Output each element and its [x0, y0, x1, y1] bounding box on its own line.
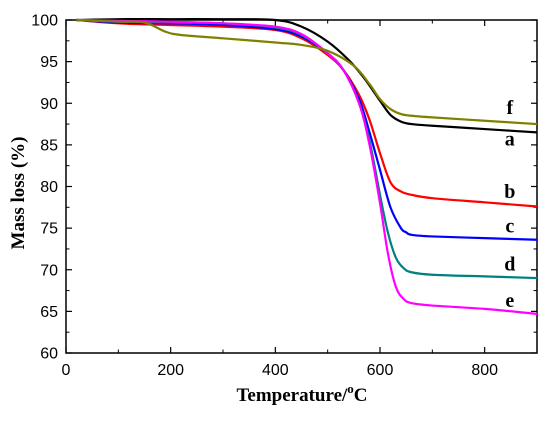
x-axis-title-text: Temperature/ — [236, 385, 348, 406]
x-tick-label: 0 — [62, 362, 71, 379]
series-label-c: c — [505, 215, 514, 237]
y-tick-label: 60 — [40, 346, 58, 363]
series-label-e: e — [505, 290, 514, 312]
y-axis-title: Mass loss (%) — [8, 137, 29, 250]
x-axis-title-unit-sup: o — [347, 381, 354, 396]
y-tick-label: 85 — [40, 137, 58, 154]
series-label-b: b — [504, 181, 515, 203]
y-tick-label: 70 — [40, 262, 58, 279]
y-tick-label: 95 — [40, 54, 58, 71]
y-tick-label: 75 — [40, 221, 58, 238]
x-axis-title: Temperature/oC — [236, 381, 367, 406]
series-label-f: f — [506, 97, 513, 119]
series-line-e — [76, 18, 538, 315]
y-tick-label: 65 — [40, 304, 58, 321]
series-line-d — [76, 18, 538, 280]
x-axis-title-unit: C — [354, 385, 368, 406]
y-tick-label: 80 — [40, 179, 58, 196]
y-tick-label: 100 — [31, 13, 58, 30]
series-line-f — [76, 18, 538, 126]
plot-area-frame — [65, 19, 538, 354]
x-tick-label: 200 — [157, 362, 184, 379]
series-line-b — [76, 18, 538, 208]
x-tick-label: 600 — [367, 362, 394, 379]
series-label-a: a — [505, 129, 515, 151]
x-tick-label: 800 — [471, 362, 498, 379]
y-tick-label: 90 — [40, 96, 58, 113]
series-line-c — [76, 18, 538, 241]
x-tick-label: 400 — [262, 362, 289, 379]
series-label-d: d — [504, 254, 515, 276]
